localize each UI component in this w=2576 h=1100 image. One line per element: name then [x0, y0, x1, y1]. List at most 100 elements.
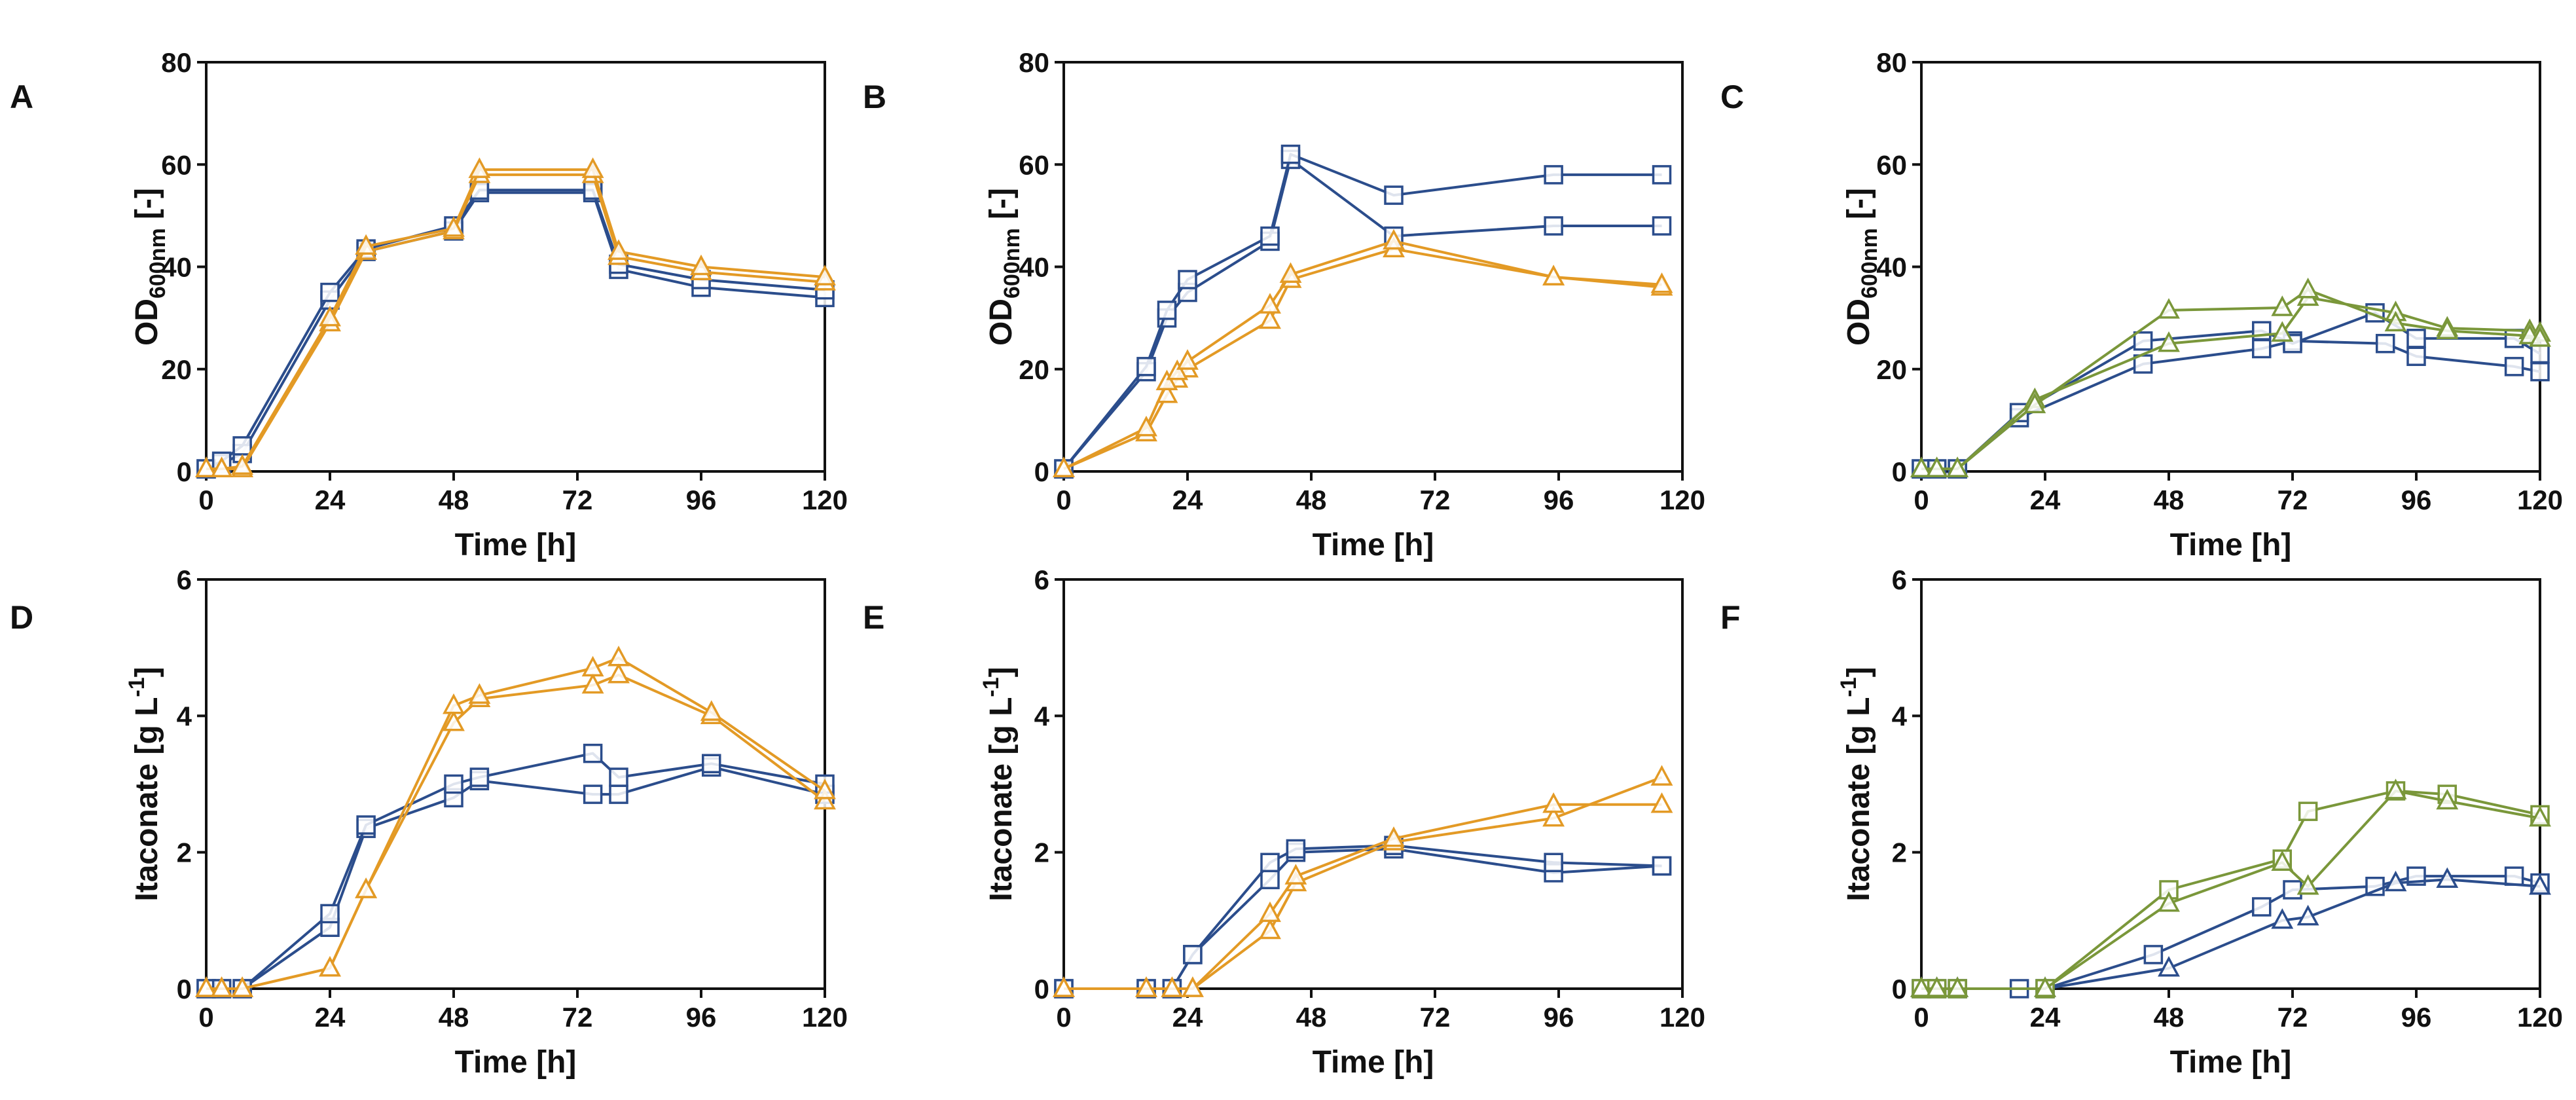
y-tick-label: 2: [177, 837, 192, 868]
x-tick-label: 96: [686, 485, 717, 515]
plot-frame: [1920, 578, 2541, 990]
y-tick-label: 40: [1019, 252, 1049, 283]
series-orange-1: [1053, 765, 1673, 997]
y-axis-title: OD600nm [-]: [130, 188, 170, 346]
data-point-triangle: [468, 683, 491, 704]
x-tick-label: 72: [1420, 1002, 1451, 1033]
y-tick-label: 20: [1876, 354, 1907, 385]
x-tick-label: 0: [1914, 1002, 1929, 1033]
data-point-triangle: [1542, 792, 1565, 813]
x-tick-label: 0: [1056, 485, 1071, 515]
series-line: [206, 189, 825, 470]
panel-C: C 0 24 48 72 96 120 0 20 40 60 80 Time [h] OD600nm [-…: [1720, 47, 2563, 562]
data-point-triangle: [1542, 265, 1565, 285]
panel-A: A 0 24 48 72 96 120 0 20 40 60 80 Time [h] OD600nm [-…: [10, 47, 848, 562]
x-tick-label: 0: [1914, 485, 1929, 515]
series-line: [206, 173, 825, 471]
x-tick-label: 48: [439, 1002, 469, 1033]
x-tick-label: 120: [2517, 1002, 2563, 1033]
data-point-triangle: [2296, 874, 2319, 895]
y-tick-label: 0: [177, 974, 192, 1004]
series-blue-2: [1054, 144, 1672, 479]
y-tick-label: 80: [161, 47, 192, 78]
data-point-triangle: [1053, 456, 1075, 477]
series-orange-2: [195, 157, 836, 477]
x-tick-label: 120: [1660, 485, 1705, 515]
data-point-triangle: [814, 788, 836, 810]
data-point-triangle: [1946, 976, 1969, 997]
x-tick-label: 72: [2277, 485, 2308, 515]
data-point-square: [1260, 226, 1280, 246]
series-blue-2: [196, 743, 835, 999]
data-point-square: [320, 904, 340, 924]
data-point-triangle: [231, 454, 254, 475]
data-point-triangle: [1542, 805, 1565, 827]
x-tick-label: 0: [1056, 1002, 1071, 1033]
y-tick-label: 0: [1034, 456, 1049, 487]
series-line: [1062, 158, 1662, 470]
data-point-square: [1260, 852, 1280, 873]
x-axis-title: Time [h]: [2170, 1045, 2292, 1080]
data-point-square: [1178, 270, 1197, 289]
data-point-triangle: [1135, 976, 1157, 997]
data-point-square: [583, 743, 603, 763]
y-axis-title: OD600nm [-]: [1841, 188, 1882, 346]
data-point-triangle: [2158, 891, 2180, 912]
series-line: [1921, 789, 2541, 990]
data-point-triangle: [1284, 864, 1307, 885]
data-point-triangle: [2529, 874, 2551, 895]
y-tick-label: 40: [1876, 252, 1907, 283]
data-point-triangle: [1279, 262, 1302, 283]
series-line: [1063, 240, 1662, 470]
y-tick-label: 60: [1876, 149, 1907, 180]
series-green-1: [1912, 781, 2550, 999]
plot-frame: [1062, 61, 1684, 473]
data-point-triangle: [1910, 456, 1932, 477]
data-point-triangle: [608, 239, 630, 260]
data-point-square: [1544, 165, 1563, 185]
data-point-square: [1260, 870, 1280, 890]
series-line: [1064, 847, 1662, 990]
data-point-square: [1652, 856, 1672, 876]
data-point-triangle: [2384, 310, 2407, 332]
y-tick-label: 0: [1892, 456, 1907, 487]
data-point-triangle: [355, 877, 378, 898]
data-point-triangle: [2158, 331, 2180, 352]
data-point-square: [2143, 945, 2164, 964]
data-point-square: [2530, 361, 2550, 382]
panel-letter: F: [1720, 599, 1741, 636]
data-point-triangle: [608, 663, 630, 684]
data-point-triangle: [1161, 976, 1184, 997]
x-tick-label: 48: [1296, 485, 1327, 515]
x-axis-title: Time [h]: [455, 1045, 577, 1080]
data-point-square: [2133, 331, 2153, 351]
series-orange-2: [195, 646, 836, 997]
data-point-triangle: [2384, 779, 2407, 799]
data-point-square: [1544, 852, 1563, 873]
data-point-triangle: [210, 456, 233, 477]
series-orange-2: [1053, 792, 1673, 997]
data-point-triangle: [210, 976, 233, 997]
x-tick-label: 48: [2154, 1002, 2185, 1033]
data-point-triangle: [2023, 392, 2046, 414]
data-point-square: [702, 754, 721, 773]
data-point-triangle: [690, 254, 712, 276]
data-point-triangle: [1650, 765, 1673, 786]
y-tick-label: 60: [1019, 149, 1049, 180]
series-line: [1064, 803, 1662, 990]
data-point-square: [1544, 216, 1563, 236]
y-tick-label: 2: [1034, 837, 1049, 868]
x-tick-label: 24: [1172, 485, 1203, 515]
data-point-square: [1652, 165, 1672, 185]
x-tick-label: 48: [1296, 1002, 1327, 1033]
data-point-triangle: [443, 693, 465, 714]
x-axis-title: Time [h]: [2170, 528, 2292, 562]
data-point-square: [356, 815, 376, 835]
series-line: [1064, 776, 1663, 990]
series-blue-1: [1912, 331, 2550, 479]
y-tick-label: 20: [1019, 354, 1049, 385]
panel-letter: C: [1720, 79, 1744, 115]
y-axis-title: Itaconate [g L-1]: [979, 667, 1019, 901]
data-point-triangle: [1383, 229, 1405, 250]
